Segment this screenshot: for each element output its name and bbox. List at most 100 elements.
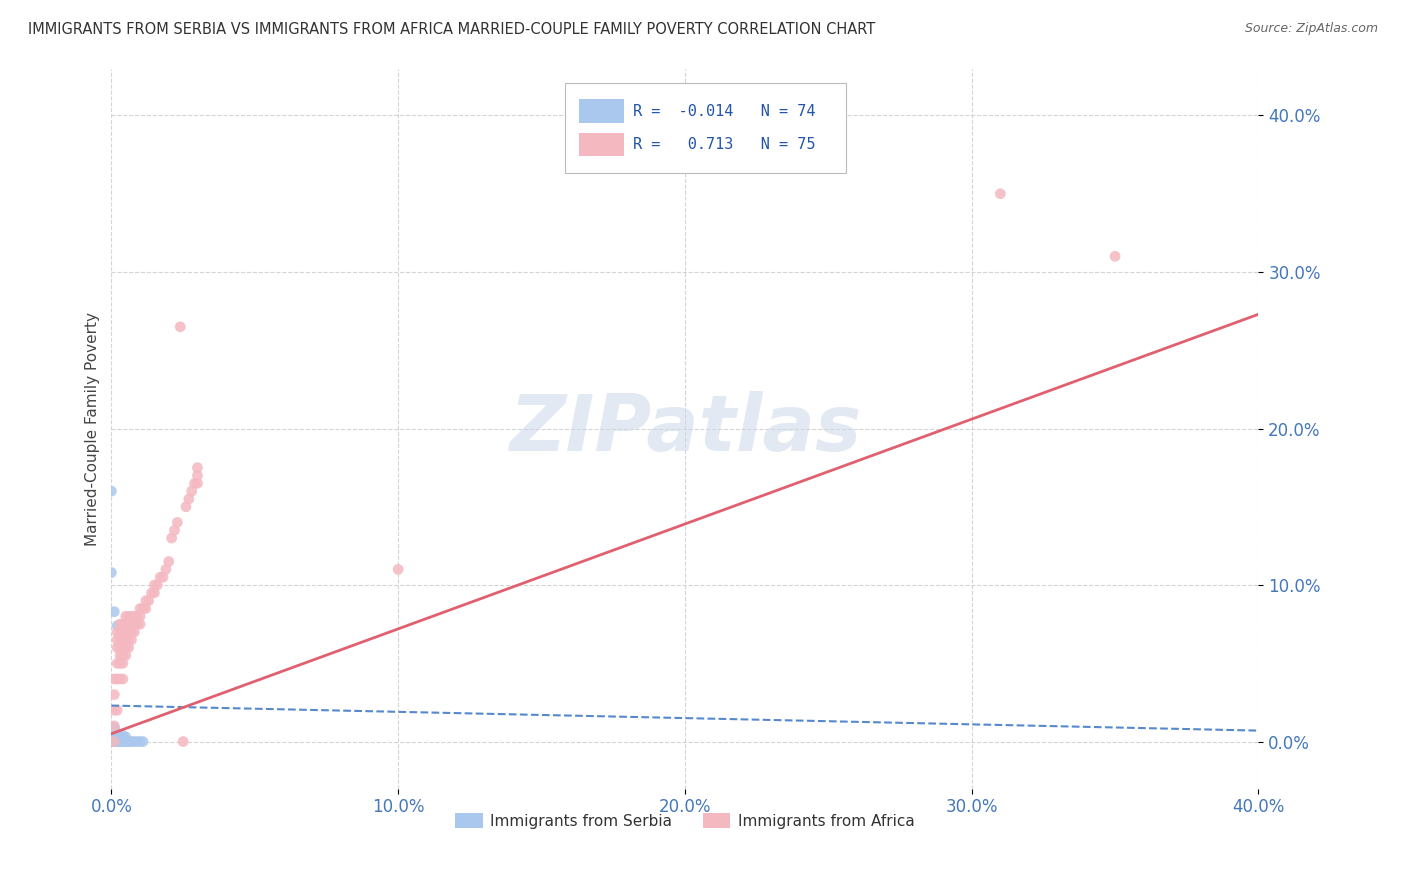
Point (132, 734, 155, 748)
Point (100, 734, 122, 748)
Point (105, 733, 128, 747)
Text: Source: ZipAtlas.com: Source: ZipAtlas.com (1244, 22, 1378, 36)
Point (100, 727, 122, 741)
Point (103, 731, 125, 746)
Point (174, 500, 197, 514)
Point (105, 703, 128, 717)
Point (117, 625, 139, 640)
Point (103, 721, 125, 735)
Point (172, 734, 194, 748)
Point (186, 460, 208, 475)
FancyBboxPatch shape (564, 83, 845, 173)
Point (108, 640, 131, 655)
Text: IMMIGRANTS FROM SERBIA VS IMMIGRANTS FROM AFRICA MARRIED-COUPLE FAMILY POVERTY C: IMMIGRANTS FROM SERBIA VS IMMIGRANTS FRO… (28, 22, 876, 37)
Point (124, 734, 146, 748)
Point (117, 609, 139, 624)
Point (114, 617, 136, 632)
Point (108, 657, 131, 671)
Point (108, 730, 131, 744)
Point (108, 672, 131, 686)
Point (117, 734, 139, 748)
Point (103, 734, 125, 748)
Point (111, 734, 134, 748)
Point (117, 734, 139, 748)
Point (105, 625, 128, 640)
Point (105, 619, 128, 633)
Point (105, 734, 128, 748)
Point (124, 617, 146, 632)
Point (103, 734, 125, 748)
Point (100, 734, 122, 748)
Point (111, 672, 134, 686)
FancyBboxPatch shape (579, 100, 624, 122)
Point (100, 734, 122, 748)
Point (111, 640, 134, 655)
Point (141, 586, 163, 600)
Point (138, 593, 160, 607)
Point (100, 484, 122, 499)
Point (100, 725, 122, 739)
FancyBboxPatch shape (579, 133, 624, 156)
Point (103, 734, 125, 748)
Point (108, 731, 131, 746)
Point (111, 657, 134, 671)
Point (100, 734, 122, 748)
Point (100, 734, 122, 748)
Point (160, 531, 183, 545)
Point (186, 468, 208, 483)
Point (100, 734, 122, 748)
Point (103, 703, 125, 717)
Point (183, 476, 205, 491)
Point (129, 609, 152, 624)
Point (129, 601, 152, 615)
Point (103, 730, 125, 744)
Point (103, 733, 125, 747)
Point (105, 731, 128, 746)
Point (100, 730, 122, 744)
Point (121, 617, 143, 632)
Point (105, 657, 128, 671)
Point (108, 734, 131, 748)
Point (105, 730, 128, 744)
Point (111, 648, 134, 663)
Point (103, 734, 125, 748)
Point (114, 734, 136, 748)
Point (103, 734, 125, 748)
Point (114, 734, 136, 748)
Point (103, 719, 125, 733)
Point (121, 609, 143, 624)
Point (114, 648, 136, 663)
Point (100, 727, 122, 741)
Legend: Immigrants from Serbia, Immigrants from Africa: Immigrants from Serbia, Immigrants from … (449, 806, 921, 835)
Point (105, 734, 128, 748)
Point (103, 727, 125, 741)
Point (117, 632, 139, 647)
Point (114, 640, 136, 655)
Point (117, 640, 139, 655)
Text: R =  -0.014   N = 74: R = -0.014 N = 74 (633, 103, 815, 119)
Point (157, 555, 180, 569)
Point (990, 186, 1012, 201)
Point (129, 734, 152, 748)
Point (186, 476, 208, 491)
Point (1104, 249, 1126, 263)
Point (124, 609, 146, 624)
Point (114, 609, 136, 624)
Point (100, 723, 122, 738)
Point (387, 562, 409, 576)
Point (149, 570, 172, 584)
Point (180, 484, 202, 499)
Point (103, 734, 125, 748)
Point (108, 734, 131, 748)
Point (111, 617, 134, 632)
Point (100, 566, 122, 580)
Point (177, 491, 200, 506)
Point (100, 730, 122, 744)
Point (152, 570, 174, 584)
Point (100, 733, 122, 747)
Point (111, 731, 134, 746)
Point (103, 728, 125, 742)
Point (100, 734, 122, 748)
Point (155, 562, 177, 576)
Y-axis label: Married-Couple Family Poverty: Married-Couple Family Poverty (86, 311, 100, 546)
